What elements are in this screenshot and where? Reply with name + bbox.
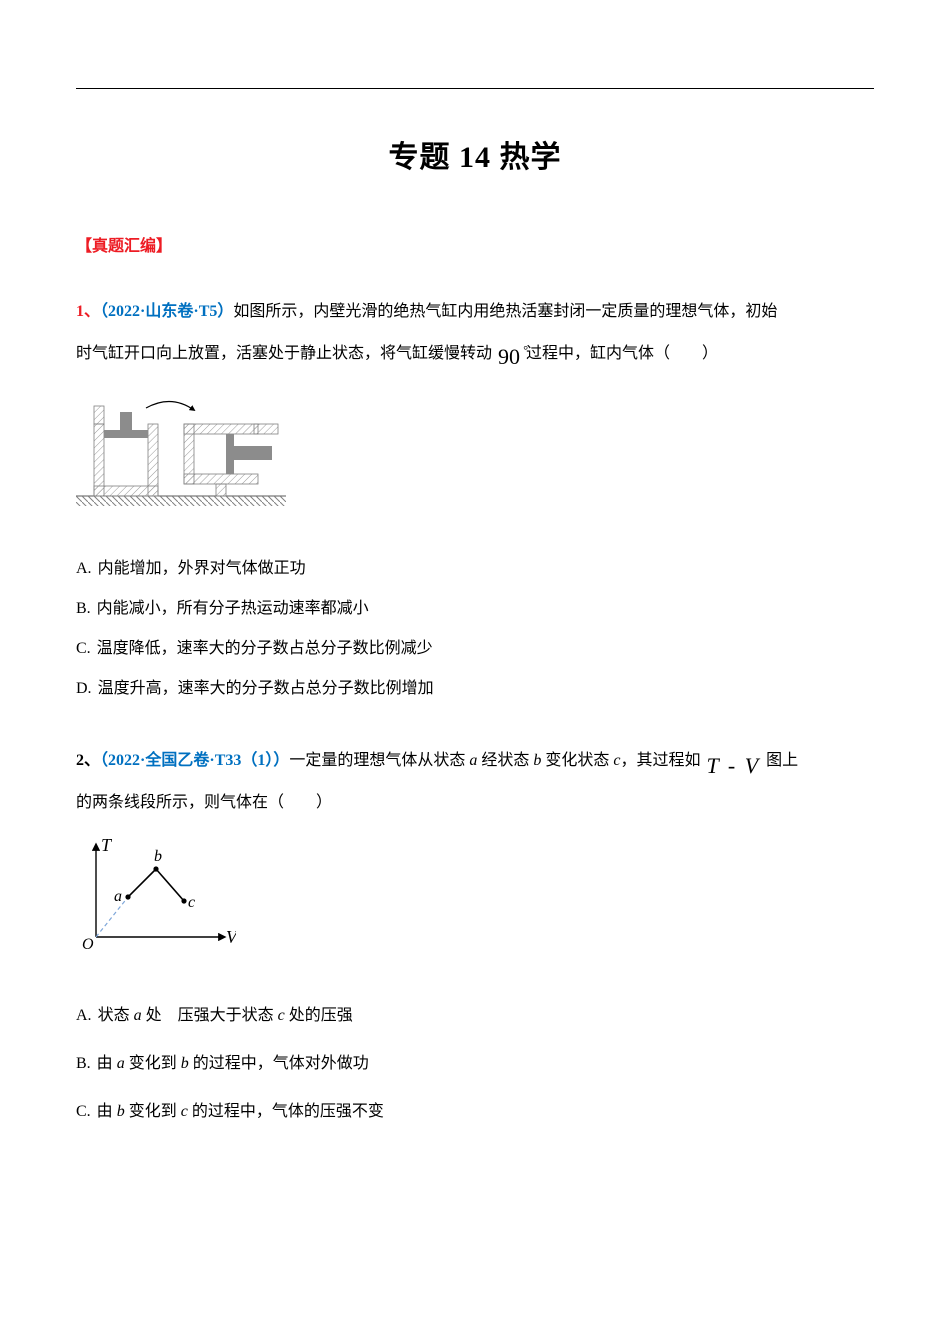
q2-opt-c: C.由 b 变化到 c 的过程中，气体的压强不变 [76, 1088, 874, 1136]
q1-number: 1、 [76, 303, 100, 320]
origin-label: O [82, 936, 94, 953]
question-2: 2、（2022·全国乙卷·T33（1））一定量的理想气体从状态 a 经状态 b … [76, 745, 874, 819]
q1-opt-d: D.温度升高，速率大的分子数占总分子数比例增加 [76, 669, 874, 709]
section-header: 【真题汇编】 [76, 232, 874, 256]
q2-options: A.状态 a 处 压强大于状态 c 处的压强 B.由 a 变化到 b 的过程中，… [76, 992, 874, 1136]
q1-opt-a: A.内能增加，外界对气体做正功 [76, 549, 874, 589]
question-1: 1、（2022·山东卷·T5）如图所示，内壁光滑的绝热气缸内用绝热活塞封闭一定质… [76, 296, 874, 370]
q1-figure [76, 388, 874, 515]
pt-c: c [188, 894, 195, 911]
axis-x-label: V [226, 927, 236, 947]
q2-source: （2022·全国乙卷·T33（1）） [100, 752, 289, 769]
page-title: 专题 14 热学 [76, 132, 874, 176]
q1-opt-c: C.温度降低，速率大的分子数占总分子数比例减少 [76, 629, 874, 669]
q2-tv-label: T - V [707, 755, 761, 777]
q2-text-pre: 一定量的理想气体从状态 [289, 752, 469, 769]
top-rule [76, 88, 874, 89]
axis-y-label: T [101, 837, 113, 855]
q2-opt-b: B.由 a 变化到 b 的过程中，气体对外做功 [76, 1040, 874, 1088]
q2-text-line2: 的两条线段所示，则气体在（ ） [76, 794, 332, 811]
q1-source: （2022·山东卷·T5） [100, 303, 233, 320]
q1-options: A.内能增加，外界对气体做正功 B.内能减小，所有分子热运动速率都减小 C.温度… [76, 549, 874, 709]
q1-text-2a: 时气缸开口向上放置，活塞处于静止状态，将气缸缓慢转动 [76, 345, 492, 362]
q2-opt-a: A.状态 a 处 压强大于状态 c 处的压强 [76, 992, 874, 1040]
q1-rotate-value: 90° [498, 346, 520, 368]
q2-figure: T V O a b c [76, 837, 874, 962]
pt-a: a [114, 888, 122, 905]
q1-text-2b: 过程中，缸内气体（ ） [526, 345, 718, 362]
q1-text-pre: 如图所示，内壁光滑的绝热气缸内用绝热活塞封闭一定质量的理想气体，初始 [233, 303, 777, 320]
q1-opt-b: B.内能减小，所有分子热运动速率都减小 [76, 589, 874, 629]
q2-number: 2、 [76, 752, 100, 769]
pt-b: b [154, 848, 162, 865]
